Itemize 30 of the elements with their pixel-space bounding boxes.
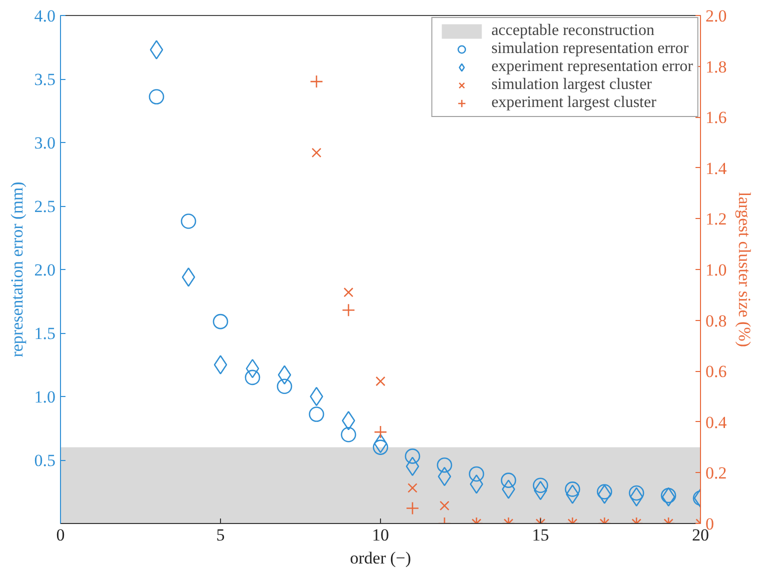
y2-tick-label: 0.8 xyxy=(706,311,727,330)
x-axis-title: order (−) xyxy=(350,548,412,568)
x-tick-label: 0 xyxy=(56,526,65,544)
x-tick-label: 10 xyxy=(372,526,389,544)
y-tick-label: 1.0 xyxy=(34,388,56,406)
y-tick-label: 2.0 xyxy=(34,260,56,280)
y2-tick-label: 1.0 xyxy=(706,260,727,280)
legend-label: experiment largest cluster xyxy=(491,94,656,112)
y-tick-label: 3.0 xyxy=(34,134,56,152)
y2-tick-label: 1.8 xyxy=(706,57,727,76)
y2-axis-title: largest cluster size (%) xyxy=(734,192,754,347)
legend-label: experiment representation error xyxy=(491,58,693,76)
x-tick-label: 5 xyxy=(216,526,225,544)
legend-label: simulation largest cluster xyxy=(491,76,652,94)
y2-tick-label: 1.4 xyxy=(706,158,728,178)
y2-tick-label: 1.6 xyxy=(706,108,727,128)
y-tick-label: 2.5 xyxy=(34,197,56,216)
x-tick-label: 15 xyxy=(532,526,549,544)
y-tick-label: 1.5 xyxy=(34,324,56,343)
legend-label: simulation representation error xyxy=(491,40,689,58)
y2-tick-label: 2.0 xyxy=(706,6,727,26)
y-tick-label: 4.0 xyxy=(34,6,56,26)
y2-tick-label: 0.2 xyxy=(706,464,727,483)
y2-tick-label: 1.2 xyxy=(706,210,727,229)
y-axis-title: representation error (mm) xyxy=(7,182,26,358)
y2-tick-label: 0.4 xyxy=(706,412,728,432)
y-tick-label: 3.5 xyxy=(34,70,56,89)
y-tick-label: 0.5 xyxy=(34,451,56,470)
legend-label: acceptable reconstruction xyxy=(491,22,654,40)
y2-tick-label: 0.6 xyxy=(706,362,727,382)
